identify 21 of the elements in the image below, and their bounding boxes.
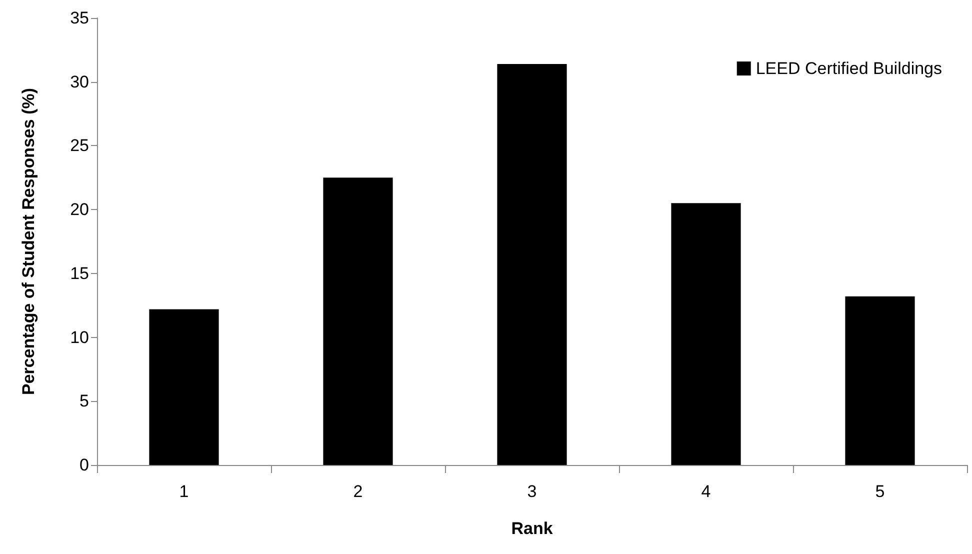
x-tick-label: 5: [875, 482, 885, 501]
legend-label: LEED Certified Buildings: [756, 59, 942, 78]
y-tick-label: 10: [70, 328, 89, 347]
y-tick-label: 20: [70, 200, 89, 220]
y-tick-label: 0: [80, 456, 89, 474]
bar: [323, 178, 393, 465]
y-tick-label: 15: [70, 264, 89, 283]
bar: [845, 296, 915, 465]
bar: [149, 309, 219, 465]
y-tick-label: 30: [70, 72, 89, 92]
x-tick-label: 2: [353, 482, 363, 501]
y-tick-label: 25: [70, 136, 89, 156]
y-tick-label: 5: [80, 392, 89, 411]
y-tick-label: 35: [70, 8, 89, 28]
x-tick-label: 4: [701, 482, 711, 501]
bar: [671, 203, 741, 465]
x-tick-label: 3: [527, 482, 537, 501]
bar: [497, 64, 567, 465]
x-axis-title: Rank: [511, 519, 554, 538]
x-tick-label: 1: [179, 482, 189, 501]
y-axis-title: Percentage of Student Responses (%): [19, 88, 38, 396]
